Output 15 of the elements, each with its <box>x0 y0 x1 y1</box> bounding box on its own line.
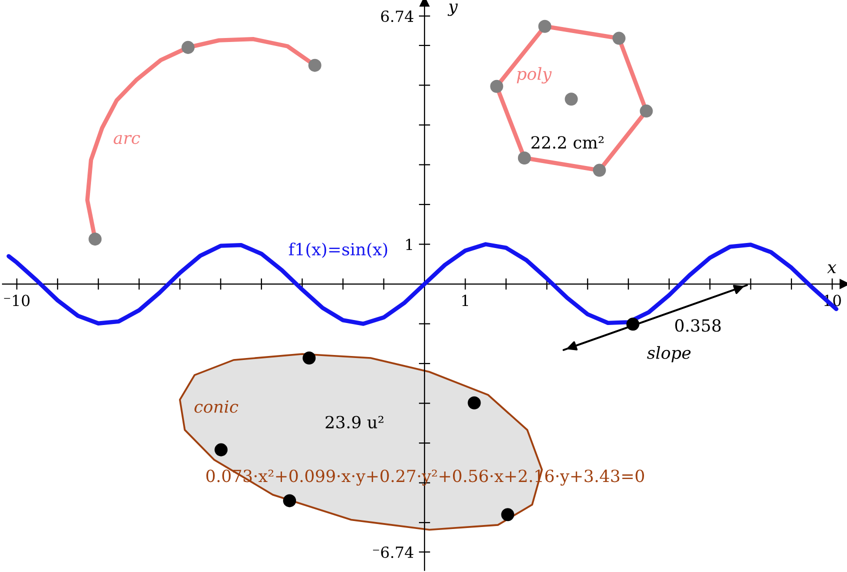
series-label: poly <box>516 67 552 84</box>
series-label: arc <box>114 134 140 144</box>
series-label: f1(x)=sin(x) <box>288 242 388 258</box>
x-tick-label: ⁻10 <box>4 294 30 306</box>
annotation: 0.358 <box>675 319 721 332</box>
y-tick-label: 1 <box>406 238 412 250</box>
x-axis-title: x <box>827 264 836 274</box>
y-axis-title: y <box>448 4 458 16</box>
y-tick-label: 6.74 <box>381 10 414 22</box>
series-label: slope <box>647 346 691 362</box>
y-tick-label: ⁻6.74 <box>373 546 414 558</box>
series-label: conic <box>194 400 238 413</box>
annotation: 23.9 u² <box>326 416 384 428</box>
x-tick-label: 1 <box>462 294 468 306</box>
annotation: 22.2 cm² <box>531 136 604 149</box>
